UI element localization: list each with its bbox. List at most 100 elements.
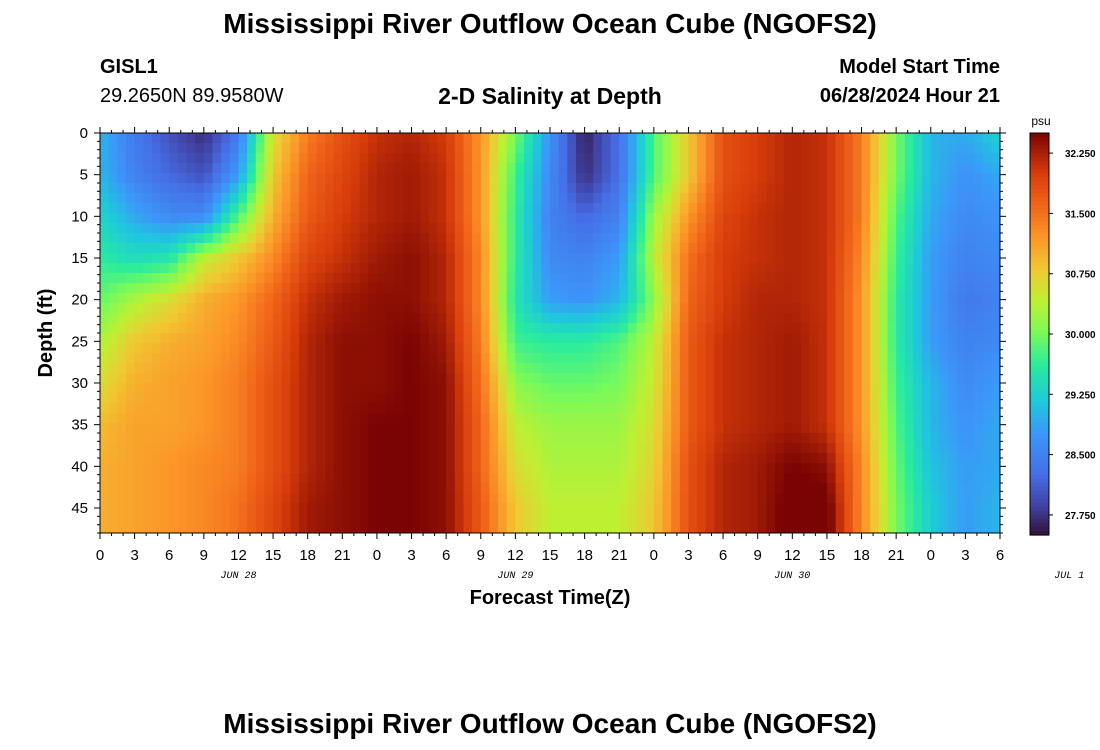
heatmap-cell	[818, 133, 828, 144]
heatmap-cell	[627, 493, 638, 504]
heatmap-cell	[151, 373, 162, 384]
colorbar-segment	[1030, 185, 1049, 190]
x-axis: 0 3 6 9 12 15 18 21 0 3 6 9 12 15 18 21 0 3 6 9 12 15 18 21 0 3 6J…	[96, 127, 1084, 582]
heatmap-cell	[333, 233, 343, 244]
heatmap-cell	[593, 353, 603, 364]
heatmap-cell	[775, 183, 785, 194]
heatmap-cell	[524, 403, 534, 414]
heatmap-cell	[290, 263, 300, 274]
heatmap-cell	[281, 353, 291, 364]
heatmap-cell	[913, 323, 923, 334]
heatmap-cell	[627, 413, 638, 424]
heatmap-cell	[688, 463, 698, 474]
heatmap-cell	[826, 143, 837, 154]
heatmap-cell	[212, 243, 222, 254]
heatmap-cell	[169, 333, 179, 344]
heatmap-cell	[731, 223, 741, 234]
heatmap-cell	[610, 213, 620, 224]
colorbar-segment	[1030, 466, 1049, 472]
colorbar-segment	[1030, 502, 1049, 508]
heatmap-cell	[705, 263, 716, 274]
heatmap-cell	[247, 163, 257, 174]
heatmap-cell	[861, 193, 871, 204]
heatmap-cell	[117, 453, 127, 464]
heatmap-cell	[887, 313, 897, 324]
heatmap-cell	[411, 193, 421, 204]
heatmap-cell	[350, 283, 361, 294]
heatmap-cell	[316, 483, 326, 494]
heatmap-cell	[203, 163, 214, 174]
heatmap-cell	[376, 343, 387, 354]
heatmap-cell	[125, 193, 136, 204]
heatmap-cell	[783, 193, 793, 204]
heatmap-cell	[134, 443, 144, 454]
heatmap-cell	[437, 393, 447, 404]
heatmap-cell	[636, 133, 646, 144]
heatmap-cell	[428, 203, 439, 214]
heatmap-cell	[619, 223, 629, 234]
heatmap-cell	[844, 233, 854, 244]
x-tick-label: 6	[996, 547, 1004, 564]
heatmap-cell	[757, 423, 767, 434]
heatmap-cell	[766, 263, 776, 274]
heatmap-cell	[749, 453, 759, 464]
heatmap-cell	[299, 303, 309, 314]
colorbar-tick-label: 30.000	[1065, 330, 1096, 341]
heatmap-cell	[982, 463, 992, 474]
heatmap-cell	[195, 193, 205, 204]
heatmap-cell	[930, 413, 941, 424]
heatmap-cell	[524, 233, 534, 244]
heatmap-cell	[818, 453, 828, 464]
heatmap-cell	[818, 393, 828, 404]
heatmap-cell	[316, 513, 326, 524]
heatmap-cell	[195, 403, 205, 414]
heatmap-cell	[134, 273, 144, 284]
heatmap-cell	[177, 353, 188, 364]
heatmap-cell	[125, 393, 136, 404]
heatmap-cell	[792, 493, 802, 504]
heatmap-cell	[671, 423, 681, 434]
heatmap-cell	[212, 233, 222, 244]
heatmap-cell	[922, 143, 932, 154]
heatmap-cell	[273, 493, 283, 504]
heatmap-cell	[550, 423, 560, 434]
heatmap-cell	[307, 383, 317, 394]
heatmap-cell	[195, 453, 205, 464]
heatmap-cell	[134, 233, 144, 244]
heatmap-cell	[203, 513, 214, 524]
heatmap-cell	[826, 293, 837, 304]
heatmap-cell	[619, 503, 629, 514]
heatmap-cell	[852, 203, 863, 214]
heatmap-cell	[333, 333, 343, 344]
heatmap-cell	[948, 433, 958, 444]
heatmap-cell	[948, 223, 958, 234]
heatmap-cell	[524, 183, 534, 194]
heatmap-cell	[428, 143, 439, 154]
heatmap-cell	[662, 183, 672, 194]
heatmap-cell	[212, 433, 222, 444]
heatmap-cell	[385, 403, 395, 414]
heatmap-cell	[143, 413, 153, 424]
heatmap-cell	[601, 393, 612, 404]
heatmap-cell	[299, 313, 309, 324]
heatmap-cell	[809, 423, 819, 434]
heatmap-cell	[818, 353, 828, 364]
heatmap-cell	[454, 433, 465, 444]
heatmap-cell	[108, 433, 118, 444]
heatmap-cell	[688, 223, 698, 234]
heatmap-cell	[948, 173, 958, 184]
heatmap-cell	[402, 333, 413, 344]
heatmap-cell	[385, 493, 395, 504]
heatmap-cell	[567, 443, 577, 454]
heatmap-cell	[325, 503, 335, 514]
heatmap-cell	[800, 373, 811, 384]
colorbar-segment	[1030, 217, 1049, 223]
heatmap-cell	[515, 433, 525, 444]
heatmap-cell	[532, 223, 542, 234]
heatmap-cell	[913, 463, 923, 474]
heatmap-cell	[498, 303, 508, 314]
heatmap-cell	[169, 233, 179, 244]
heatmap-cell	[939, 333, 949, 344]
heatmap-cell	[809, 173, 819, 184]
heatmap-cell	[203, 453, 214, 464]
